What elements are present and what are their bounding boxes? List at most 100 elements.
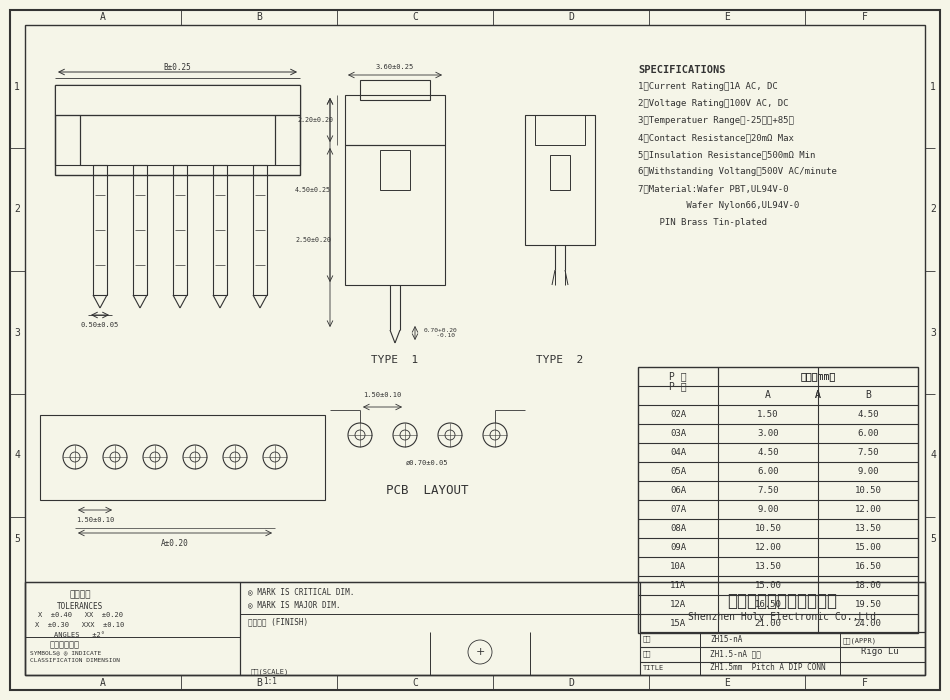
Text: +: + [475, 647, 484, 657]
Bar [345, 95, 445, 145]
Text: 7.50: 7.50 [857, 448, 879, 457]
Text: 1.50: 1.50 [757, 410, 779, 419]
Text: 9.00: 9.00 [857, 467, 879, 476]
Text: 1、Current Rating：1A AC, DC: 1、Current Rating：1A AC, DC [638, 82, 778, 91]
Text: 15A: 15A [670, 619, 686, 628]
Text: 21.00: 21.00 [754, 619, 782, 628]
Text: 24.00: 24.00 [855, 619, 882, 628]
Text: 3、Temperatuer Range：-25℃～+85℃: 3、Temperatuer Range：-25℃～+85℃ [638, 116, 794, 125]
Text: 5: 5 [930, 533, 936, 543]
Bar [93, 165, 107, 295]
Text: 0.50±0.05: 0.50±0.05 [81, 322, 119, 328]
Bar [173, 165, 187, 295]
Text: 12A: 12A [670, 600, 686, 609]
Text: C: C [412, 678, 418, 688]
Text: 2.50±0.20: 2.50±0.20 [295, 237, 331, 243]
Bar [80, 115, 275, 165]
Text: 6.00: 6.00 [857, 429, 879, 438]
Text: 13.50: 13.50 [754, 562, 782, 571]
Bar [640, 662, 700, 675]
Text: 4、Contact Resistance：20mΩ Max: 4、Contact Resistance：20mΩ Max [638, 133, 794, 142]
Text: TYPE  2: TYPE 2 [537, 355, 583, 365]
Text: ZH1.5mm  Pitch A DIP CONN: ZH1.5mm Pitch A DIP CONN [710, 664, 826, 673]
Text: 10.50: 10.50 [855, 486, 882, 495]
Text: 06A: 06A [670, 486, 686, 495]
Text: 4.50: 4.50 [757, 448, 779, 457]
Text: B: B [256, 12, 262, 22]
Text: A: A [100, 678, 106, 688]
Text: X  ±0.40   XX  ±0.20: X ±0.40 XX ±0.20 [37, 612, 123, 618]
Bar [253, 165, 267, 295]
Text: SPECIFICATIONS: SPECIFICATIONS [638, 65, 726, 75]
Text: 10.50: 10.50 [754, 524, 782, 533]
Bar [550, 155, 570, 190]
Text: P 数: P 数 [669, 381, 687, 391]
Text: 1:1: 1:1 [263, 678, 277, 687]
Text: 05A: 05A [670, 467, 686, 476]
Text: 08A: 08A [670, 524, 686, 533]
Text: 4.50±0.25: 4.50±0.25 [295, 187, 331, 193]
Text: 0.70+0.20
   -0.10: 0.70+0.20 -0.10 [423, 328, 457, 338]
Text: 3: 3 [930, 328, 936, 337]
Text: 1.50±0.10: 1.50±0.10 [76, 517, 114, 523]
Text: C: C [412, 12, 418, 22]
Bar [640, 582, 925, 632]
Text: 16.50: 16.50 [754, 600, 782, 609]
Text: 表面处理 (FINISH): 表面处理 (FINISH) [248, 617, 308, 626]
Bar [640, 647, 700, 662]
Text: B±0.25: B±0.25 [163, 64, 191, 73]
Text: 19.50: 19.50 [855, 600, 882, 609]
Text: 1: 1 [14, 81, 20, 92]
Text: 12.00: 12.00 [855, 505, 882, 514]
Text: TOLERANCES: TOLERANCES [57, 602, 104, 611]
Bar [55, 85, 300, 115]
Text: 4.50: 4.50 [857, 410, 879, 419]
Text: 7、Material:Wafer PBT,UL94V-0: 7、Material:Wafer PBT,UL94V-0 [638, 184, 788, 193]
Bar [360, 80, 430, 100]
Text: ZH15-nA: ZH15-nA [710, 634, 742, 643]
Text: 16.50: 16.50 [855, 562, 882, 571]
Text: A: A [100, 12, 106, 22]
Text: PIN Brass Tin-plated: PIN Brass Tin-plated [638, 218, 767, 227]
Bar [840, 632, 925, 675]
Text: 1.50±0.10: 1.50±0.10 [363, 392, 401, 398]
Text: 尺寸（mm）: 尺寸（mm） [800, 372, 836, 382]
Text: 2: 2 [14, 204, 20, 214]
Text: 9.00: 9.00 [757, 505, 779, 514]
Text: A: A [815, 391, 821, 400]
Bar [275, 115, 300, 165]
Text: 6、Withstanding Voltang：500V AC/minute: 6、Withstanding Voltang：500V AC/minute [638, 167, 837, 176]
Bar [345, 145, 445, 285]
Text: 1: 1 [930, 81, 936, 92]
Text: ◎ MARK IS CRITICAL DIM.: ◎ MARK IS CRITICAL DIM. [248, 587, 354, 596]
Bar [380, 150, 410, 190]
Text: F: F [862, 12, 868, 22]
Bar [535, 115, 585, 145]
Text: Rigo Lu: Rigo Lu [862, 648, 899, 657]
Text: P 数: P 数 [669, 372, 687, 382]
Bar [25, 582, 240, 675]
Text: 4: 4 [930, 451, 936, 461]
Text: 尺寸（mm）: 尺寸（mm） [800, 372, 836, 382]
Text: SYMBOLS◎ ◎ INDICATE: SYMBOLS◎ ◎ INDICATE [30, 650, 102, 655]
Text: 品名: 品名 [643, 651, 652, 657]
Text: E: E [724, 678, 730, 688]
Text: 6.00: 6.00 [757, 467, 779, 476]
Text: ø0.70±0.05: ø0.70±0.05 [406, 460, 448, 466]
Text: ZH1.5-nA 直针: ZH1.5-nA 直针 [710, 650, 761, 659]
Text: Wafer Nylon66,UL94V-0: Wafer Nylon66,UL94V-0 [638, 201, 799, 210]
Text: A±0.20: A±0.20 [162, 538, 189, 547]
Text: Shenzhen Holy Electronic Co.,Ltd: Shenzhen Holy Electronic Co.,Ltd [688, 612, 876, 622]
Text: 3.00: 3.00 [757, 429, 779, 438]
Text: D: D [568, 678, 574, 688]
Text: 13.50: 13.50 [855, 524, 882, 533]
Text: 03A: 03A [670, 429, 686, 438]
Bar [525, 115, 595, 245]
Text: 核准(APPR): 核准(APPR) [843, 637, 877, 643]
Text: PCB  LAYOUT: PCB LAYOUT [386, 484, 468, 496]
Bar [25, 582, 925, 675]
Bar [640, 632, 700, 647]
Text: 12.00: 12.00 [754, 543, 782, 552]
Bar [213, 165, 227, 295]
Text: 02A: 02A [670, 410, 686, 419]
